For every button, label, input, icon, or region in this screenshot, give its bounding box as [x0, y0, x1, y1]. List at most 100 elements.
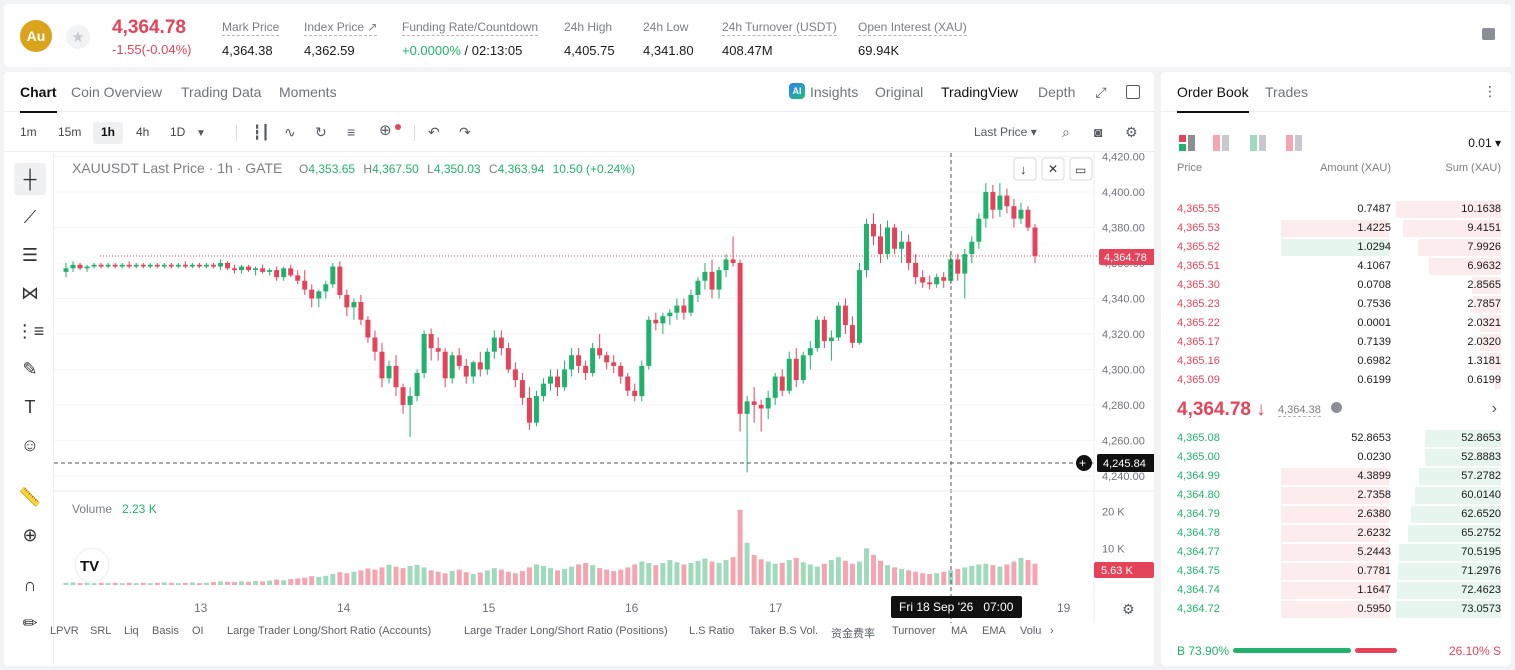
bid-row[interactable]: 4,364.79 2.6380 62.6520 — [1161, 505, 1511, 524]
mode-insights[interactable]: Insights — [810, 84, 859, 100]
indicator-taker-vol[interactable]: Taker B.S Vol. — [749, 625, 819, 637]
bid-row[interactable]: 4,364.99 4.3899 57.2782 — [1161, 467, 1511, 486]
ruler-icon[interactable]: 📏 — [18, 486, 42, 507]
ai-insights-icon[interactable]: AI — [789, 83, 805, 99]
stat-funding-rate[interactable]: Funding Rate/Countdown +0.0000% / 02:13:… — [402, 20, 539, 58]
stat-index-price[interactable]: Index Price ↗ 4,362.59 — [304, 20, 378, 58]
guide-book-icon[interactable] — [1482, 28, 1495, 40]
pattern-icon[interactable]: ⋈ — [21, 282, 39, 303]
ask-row[interactable]: 4,365.22 0.0001 2.0321 — [1161, 314, 1511, 333]
timeframe-dropdown-icon[interactable]: ▼ — [196, 128, 206, 139]
bid-row[interactable]: 4,364.78 2.6232 65.2752 — [1161, 524, 1511, 543]
indicator-lpvr[interactable]: LPVR — [50, 625, 79, 637]
indicator-oi[interactable]: OI — [192, 625, 204, 637]
tab-moments[interactable]: Moments — [279, 84, 337, 100]
candle-type-icon[interactable]: ┇┃ — [253, 124, 270, 140]
tab-trading-data[interactable]: Trading Data — [181, 84, 262, 100]
indicator-ls-positions[interactable]: Large Trader Long/Short Ratio (Positions… — [464, 625, 668, 637]
bid-row[interactable]: 4,364.80 2.7358 60.0140 — [1161, 486, 1511, 505]
mode-original[interactable]: Original — [875, 84, 924, 100]
indicator-ema[interactable]: EMA — [982, 625, 1006, 637]
add-indicator-icon[interactable]: ⊕ — [379, 122, 392, 139]
view-compact-icon[interactable] — [1286, 135, 1302, 151]
indicator-turnover[interactable]: Turnover — [892, 625, 936, 637]
timeframe-15m[interactable]: 15m — [58, 125, 82, 139]
tab-trades[interactable]: Trades — [1265, 84, 1309, 100]
chart-settings-icon[interactable]: ⚙ — [1122, 601, 1135, 617]
indicator-liq[interactable]: Liq — [124, 625, 139, 637]
stat-open-interest[interactable]: Open Interest (XAU) 69.94K — [858, 20, 967, 58]
order-amount: 0.7781 — [1357, 565, 1391, 577]
timeframe-4h[interactable]: 4h — [136, 125, 150, 139]
expand-icon[interactable]: ⤢ — [1095, 84, 1107, 100]
view-asks-icon[interactable] — [1213, 135, 1229, 151]
ask-row[interactable]: 4,365.30 0.0708 2.8565 — [1161, 276, 1511, 295]
bid-row[interactable]: 4,364.75 0.7781 71.2976 — [1161, 562, 1511, 581]
amount-bar — [1281, 239, 1389, 256]
ask-row[interactable]: 4,365.23 0.7536 2.7857 — [1161, 295, 1511, 314]
search-icon[interactable]: ⌕ — [1062, 124, 1070, 140]
indicator-basis[interactable]: Basis — [152, 625, 179, 637]
refresh-icon[interactable]: ↻ — [315, 124, 327, 140]
timeframe-1m[interactable]: 1m — [20, 125, 37, 139]
settings-gear-icon[interactable]: ⚙ — [1125, 124, 1138, 140]
bid-row[interactable]: 4,364.74 1.1647 72.4623 — [1161, 581, 1511, 600]
indicator-volume[interactable]: Volu — [1020, 625, 1042, 637]
precision-select[interactable]: 0.01 ▾ — [1468, 136, 1501, 150]
view-both-icon[interactable] — [1179, 135, 1195, 151]
chevron-right-icon[interactable]: › — [1491, 400, 1497, 417]
scroll-right-icon[interactable]: › — [1050, 625, 1054, 637]
volume-bar — [505, 571, 511, 585]
magnet-icon[interactable]: ∩ — [23, 574, 37, 595]
mode-depth[interactable]: Depth — [1038, 84, 1076, 100]
ask-row[interactable]: 4,365.16 0.6982 1.3181 — [1161, 352, 1511, 371]
more-menu-icon[interactable]: ⋮ — [1483, 83, 1497, 99]
tab-chart[interactable]: Chart — [20, 84, 57, 113]
indicator-funding[interactable]: 资金费率 — [831, 628, 875, 640]
fullscreen-icon[interactable] — [1126, 85, 1140, 99]
stat-mark-price[interactable]: Mark Price 4,364.38 — [222, 20, 280, 58]
indicator-srl[interactable]: SRL — [90, 625, 112, 637]
legend-collapse-button[interactable] — [1041, 157, 1065, 181]
indicators-icon[interactable]: ∿ — [284, 124, 296, 140]
ask-row[interactable]: 4,365.52 1.0294 7.9926 — [1161, 238, 1511, 257]
ask-row[interactable]: 4,365.53 1.4225 9.4151 — [1161, 219, 1511, 238]
bid-row[interactable]: 4,364.77 5.2443 70.5195 — [1161, 543, 1511, 562]
add-alert-icon[interactable] — [1076, 455, 1092, 471]
indicator-ls-accounts[interactable]: Large Trader Long/Short Ratio (Accounts) — [227, 625, 432, 637]
indicator-ma[interactable]: MA — [951, 625, 968, 637]
tab-order-book[interactable]: Order Book — [1177, 84, 1249, 113]
redo-icon[interactable]: ↷ — [459, 124, 471, 140]
favorite-star-icon[interactable]: ★ — [66, 25, 90, 49]
text-tool-icon[interactable]: T — [24, 396, 36, 417]
horizontal-lines-icon[interactable]: ☰ — [21, 244, 39, 265]
zoom-in-icon[interactable]: ⊕ — [22, 524, 38, 545]
emoji-icon[interactable]: ☺ — [20, 434, 40, 455]
brush-icon[interactable]: ✎ — [22, 358, 38, 379]
tab-coin-overview[interactable]: Coin Overview — [71, 84, 163, 100]
legend-settings-button[interactable] — [1069, 157, 1093, 181]
template-icon[interactable]: ≡ — [347, 124, 356, 140]
bid-row[interactable]: 4,364.72 0.5950 73.0573 — [1161, 600, 1511, 619]
legend-down-button[interactable] — [1013, 157, 1037, 181]
crosshair-icon[interactable]: ┼ — [14, 163, 46, 195]
price-type-select[interactable]: Last Price ▾ — [974, 125, 1037, 139]
bid-row[interactable]: 4,365.00 0.0230 52.8883 — [1161, 448, 1511, 467]
fib-levels-icon[interactable]: ⋮≡ — [15, 320, 45, 341]
camera-icon[interactable]: ◙ — [1094, 124, 1103, 140]
ask-row[interactable]: 4,365.09 0.6199 0.6199 — [1161, 371, 1511, 390]
view-bids-icon[interactable] — [1250, 135, 1266, 151]
mode-tradingview[interactable]: TradingView — [941, 84, 1019, 100]
ask-row[interactable]: 4,365.55 0.7487 10.1638 — [1161, 200, 1511, 219]
indicator-ls-ratio[interactable]: L.S Ratio — [689, 625, 735, 637]
ask-row[interactable]: 4,365.17 0.7139 2.0320 — [1161, 333, 1511, 352]
timeframe-1h[interactable]: 1h — [93, 122, 124, 144]
bid-row[interactable]: 4,365.08 52.8653 52.8653 — [1161, 429, 1511, 448]
ask-row[interactable]: 4,365.51 4.1067 6.9632 — [1161, 257, 1511, 276]
pencil-lock-icon[interactable]: ✏ — [22, 612, 38, 633]
timeframe-1d[interactable]: 1D — [170, 125, 186, 139]
stat-24h-turnover[interactable]: 24h Turnover (USDT) 408.47M — [722, 20, 837, 58]
trend-line-icon[interactable]: ⟋ — [23, 206, 37, 227]
price-chart[interactable]: 4,420.004,400.004,380.004,360.004,340.00… — [54, 153, 1154, 623]
undo-icon[interactable]: ↶ — [428, 124, 440, 140]
